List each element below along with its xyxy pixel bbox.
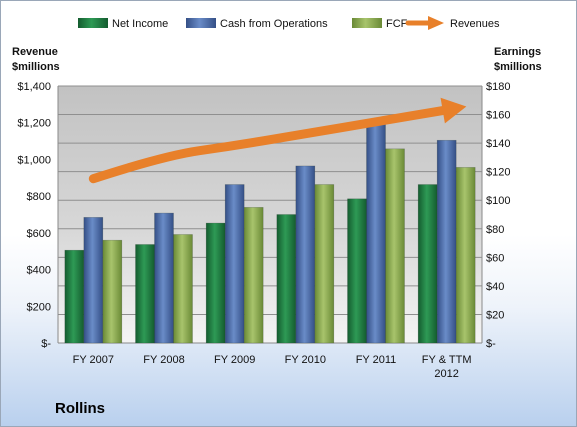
- bar-cash-from-operations: [295, 165, 316, 344]
- legend-swatch-net-income: [78, 18, 108, 28]
- legend-swatch-fcf: [352, 18, 382, 28]
- legend-label-cash-from-operations: Cash from Operations: [220, 18, 328, 30]
- legend-swatch-revenues: [405, 16, 444, 30]
- category-label: FY 2008: [143, 354, 184, 366]
- left-tick-label: $400: [27, 265, 51, 277]
- bar-fcf: [314, 184, 335, 344]
- legend-swatch-cash-from-operations: [186, 18, 216, 28]
- bar-cash-from-operations: [154, 212, 174, 344]
- bar-net-income: [347, 198, 367, 344]
- left-tick-label: $200: [27, 301, 51, 313]
- left-tick-label: $1,400: [17, 81, 51, 93]
- bar-fcf: [385, 148, 405, 344]
- right-tick-label: $80: [486, 224, 504, 236]
- right-tick-label: $-: [486, 338, 496, 350]
- left-axis-ticks: $- $200 $400 $600 $800 $1,000 $1,200 $1,400: [17, 81, 51, 350]
- left-tick-label: $600: [27, 228, 51, 240]
- bar-fcf: [173, 234, 193, 344]
- bar-cash-from-operations: [436, 139, 457, 344]
- company-name: Rollins: [55, 400, 105, 417]
- category-label: FY & TTM 2012: [422, 354, 472, 380]
- legend: Net Income Cash from Operations FCF Reve…: [78, 16, 500, 30]
- right-tick-label: $120: [486, 167, 510, 179]
- legend-label-fcf: FCF: [386, 18, 408, 30]
- category-label: FY 2010: [285, 354, 326, 366]
- category-label: FY 2009: [214, 354, 255, 366]
- left-tick-label: $-: [41, 338, 51, 350]
- category-label: FY 2007: [73, 354, 114, 366]
- right-tick-label: $140: [486, 138, 510, 150]
- left-tick-label: $1,000: [17, 154, 51, 166]
- revenues-arrow-head: [440, 97, 467, 124]
- bar-net-income: [276, 214, 297, 344]
- right-tick-label: $160: [486, 110, 510, 122]
- bar-fcf: [455, 167, 476, 344]
- bars: [64, 121, 476, 344]
- bar-cash-from-operations: [366, 121, 386, 344]
- right-tick-label: $40: [486, 281, 504, 293]
- bar-net-income: [64, 249, 85, 344]
- right-tick-label: $100: [486, 195, 510, 207]
- category-label: FY 2011: [356, 354, 397, 366]
- right-tick-label: $60: [486, 252, 504, 264]
- right-axis-ticks: $- $20 $40 $60 $80 $100 $120 $140 $160 $180: [486, 81, 510, 350]
- bar-cash-from-operations: [83, 217, 104, 344]
- left-axis-title-line1: Revenue: [12, 46, 58, 58]
- category-labels: FY 2007 FY 2008 FY 2009 FY 2010 FY 2011 FY & …: [73, 354, 472, 380]
- bar-fcf: [102, 239, 123, 344]
- right-axis-title-line2: $millions: [494, 61, 542, 73]
- bar-net-income: [205, 222, 226, 344]
- bar-net-income: [135, 244, 155, 344]
- right-tick-label: $20: [486, 309, 504, 321]
- right-tick-label: $180: [486, 81, 510, 93]
- left-axis-title-line2: $millions: [12, 61, 60, 73]
- bar-net-income: [417, 184, 438, 344]
- left-tick-label: $1,200: [17, 118, 51, 130]
- bar-cash-from-operations: [224, 184, 245, 344]
- right-axis-title-line1: Earnings: [494, 46, 541, 58]
- bar-fcf: [243, 207, 264, 344]
- revenues-arrow-layer: [88, 97, 467, 184]
- legend-label-revenues: Revenues: [450, 18, 500, 30]
- revenues-arrow-line: [88, 106, 448, 184]
- legend-label-net-income: Net Income: [112, 18, 168, 30]
- plot-area: [58, 86, 482, 343]
- left-tick-label: $800: [27, 191, 51, 203]
